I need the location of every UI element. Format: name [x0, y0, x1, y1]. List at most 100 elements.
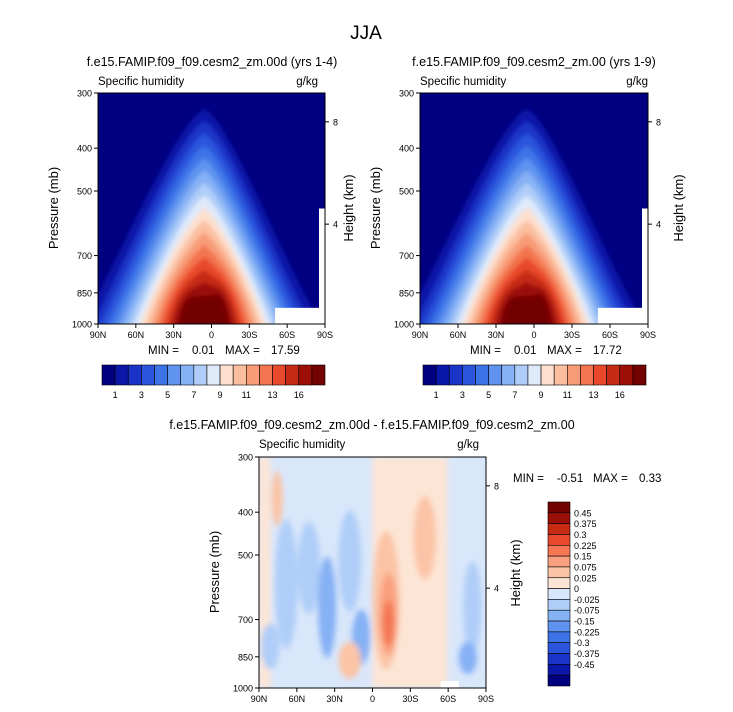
colorbar-label: 3	[460, 390, 465, 400]
colorbar-swatch	[527, 364, 542, 386]
x-tick-label: 60N	[450, 330, 467, 340]
panel-3-height-label: Height (km)	[508, 539, 523, 606]
panel-3-max-label: MAX =	[593, 473, 628, 485]
colorbar-label: 0.225	[574, 541, 597, 551]
panel-2-plot-area	[420, 93, 648, 324]
y-tick-label: 850	[238, 652, 253, 662]
colorbar-swatch	[547, 674, 571, 687]
colorbar-swatch	[232, 364, 247, 386]
colorbar-label: -0.3	[574, 638, 590, 648]
colorbar-swatch	[154, 364, 168, 386]
panel-2-y-axis: 300 400 500 700 850 1000	[394, 89, 420, 330]
panel-2-max-label: MAX =	[547, 345, 582, 357]
contour-band	[297, 521, 321, 615]
colorbar-label: 11	[563, 390, 572, 400]
panel-1-variable-label: Specific humidity	[98, 76, 185, 88]
y-tick-label: 1000	[394, 320, 414, 330]
contour-bands	[259, 457, 482, 688]
panel-1: f.e15.FAMIP.f09_f09.cesm2_zm.00d (yrs 1-…	[46, 55, 356, 400]
panel-2-title: f.e15.FAMIP.f09_f09.cesm2_zm.00 (yrs 1-9…	[412, 55, 656, 69]
colorbar-label: 11	[242, 390, 251, 400]
panel-1-x-axis: 90N 60N 30N 0 30S 60S 90S	[90, 324, 333, 340]
height-tick-label: 8	[494, 481, 499, 491]
y-tick-label: 1000	[72, 320, 92, 330]
contour-band	[382, 600, 395, 647]
colorbar-label: 9	[539, 390, 544, 400]
x-tick-label: 90N	[412, 330, 429, 340]
y-tick-label: 850	[399, 288, 414, 298]
height-tick-label: 8	[656, 117, 661, 127]
colorbar-label: 3	[139, 390, 144, 400]
contour-band	[338, 641, 362, 679]
missing-data	[319, 208, 325, 324]
panel-2-y-label: Pressure (mb)	[368, 167, 383, 249]
x-tick-label: 30S	[241, 330, 257, 340]
height-tick-label: 4	[494, 584, 499, 594]
y-tick-label: 500	[399, 187, 414, 197]
contour-band	[458, 641, 477, 675]
colorbar-label: 7	[512, 390, 517, 400]
panel-3-colorbar: 0.450.3750.30.2250.150.0750.0250-0.025-0…	[547, 501, 600, 687]
colorbar-swatch	[114, 364, 129, 386]
colorbar-swatch	[547, 544, 571, 557]
height-tick-label: 8	[333, 117, 338, 127]
panel-1-y-label: Pressure (mb)	[46, 167, 61, 249]
colorbar-swatch	[219, 364, 234, 386]
x-tick-label: 60S	[440, 694, 456, 704]
colorbar-swatch	[180, 364, 195, 386]
colorbar-swatch	[553, 364, 568, 386]
colorbar-swatch	[632, 364, 647, 386]
colorbar-swatch	[193, 364, 208, 386]
colorbar-label: 0.3	[574, 530, 587, 540]
colorbar-label: -0.025	[574, 595, 600, 605]
colorbar-swatch	[259, 364, 273, 386]
y-tick-label: 500	[77, 187, 92, 197]
panel-1-units-label: g/kg	[296, 76, 318, 88]
colorbar-swatch	[311, 364, 326, 386]
colorbar-label: 9	[218, 390, 223, 400]
x-tick-label: 90S	[317, 330, 333, 340]
colorbar-label: 16	[294, 390, 304, 400]
colorbar-label: 0.025	[574, 573, 597, 583]
missing-data	[597, 307, 648, 324]
y-tick-label: 700	[399, 251, 414, 261]
colorbar-swatch	[141, 364, 155, 386]
panel-3-units-label: g/kg	[457, 439, 479, 451]
x-tick-label: 0	[531, 330, 536, 340]
panel-2-height-axis: 84	[648, 117, 661, 230]
colorbar-swatch	[422, 364, 437, 386]
contour-band	[338, 510, 362, 612]
colorbar-swatch	[547, 555, 571, 568]
panel-1-plot-area	[98, 93, 325, 324]
panel-1-min-value: 0.01	[192, 345, 214, 357]
panel-2-variable-label: Specific humidity	[420, 76, 507, 88]
panel-2-contour-field	[420, 93, 648, 324]
colorbar-label: 7	[191, 390, 196, 400]
panel-3-y-label: Pressure (mb)	[207, 531, 222, 613]
colorbar-label: 13	[589, 390, 599, 400]
contour-band	[318, 556, 337, 658]
y-tick-label: 700	[238, 615, 253, 625]
y-tick-label: 400	[238, 508, 253, 518]
panel-3-min-value: -0.51	[557, 473, 583, 485]
colorbar-label: 13	[268, 390, 278, 400]
panel-1-height-axis: 84	[325, 117, 338, 230]
panel-3-title: f.e15.FAMIP.f09_f09.cesm2_zm.00d - f.e15…	[169, 418, 574, 432]
colorbar-swatch	[547, 653, 571, 665]
x-tick-label: 90S	[640, 330, 656, 340]
panel-2-min-value: 0.01	[514, 345, 536, 357]
panel-2-min-label: MIN =	[470, 345, 501, 357]
y-tick-label: 400	[77, 144, 92, 154]
colorbar-swatch	[547, 588, 571, 600]
colorbar-swatch	[488, 364, 503, 386]
colorbar-swatch	[593, 364, 607, 386]
y-tick-label: 700	[77, 251, 92, 261]
figure-title: JJA	[350, 23, 382, 44]
x-tick-label: 60S	[602, 330, 618, 340]
x-tick-label: 0	[370, 694, 375, 704]
x-tick-label: 30N	[326, 694, 343, 704]
panel-2-max-value: 17.72	[593, 345, 622, 357]
contour-band	[261, 623, 280, 670]
panel-2-height-label: Height (km)	[671, 174, 686, 241]
colorbar-swatch	[206, 364, 221, 386]
